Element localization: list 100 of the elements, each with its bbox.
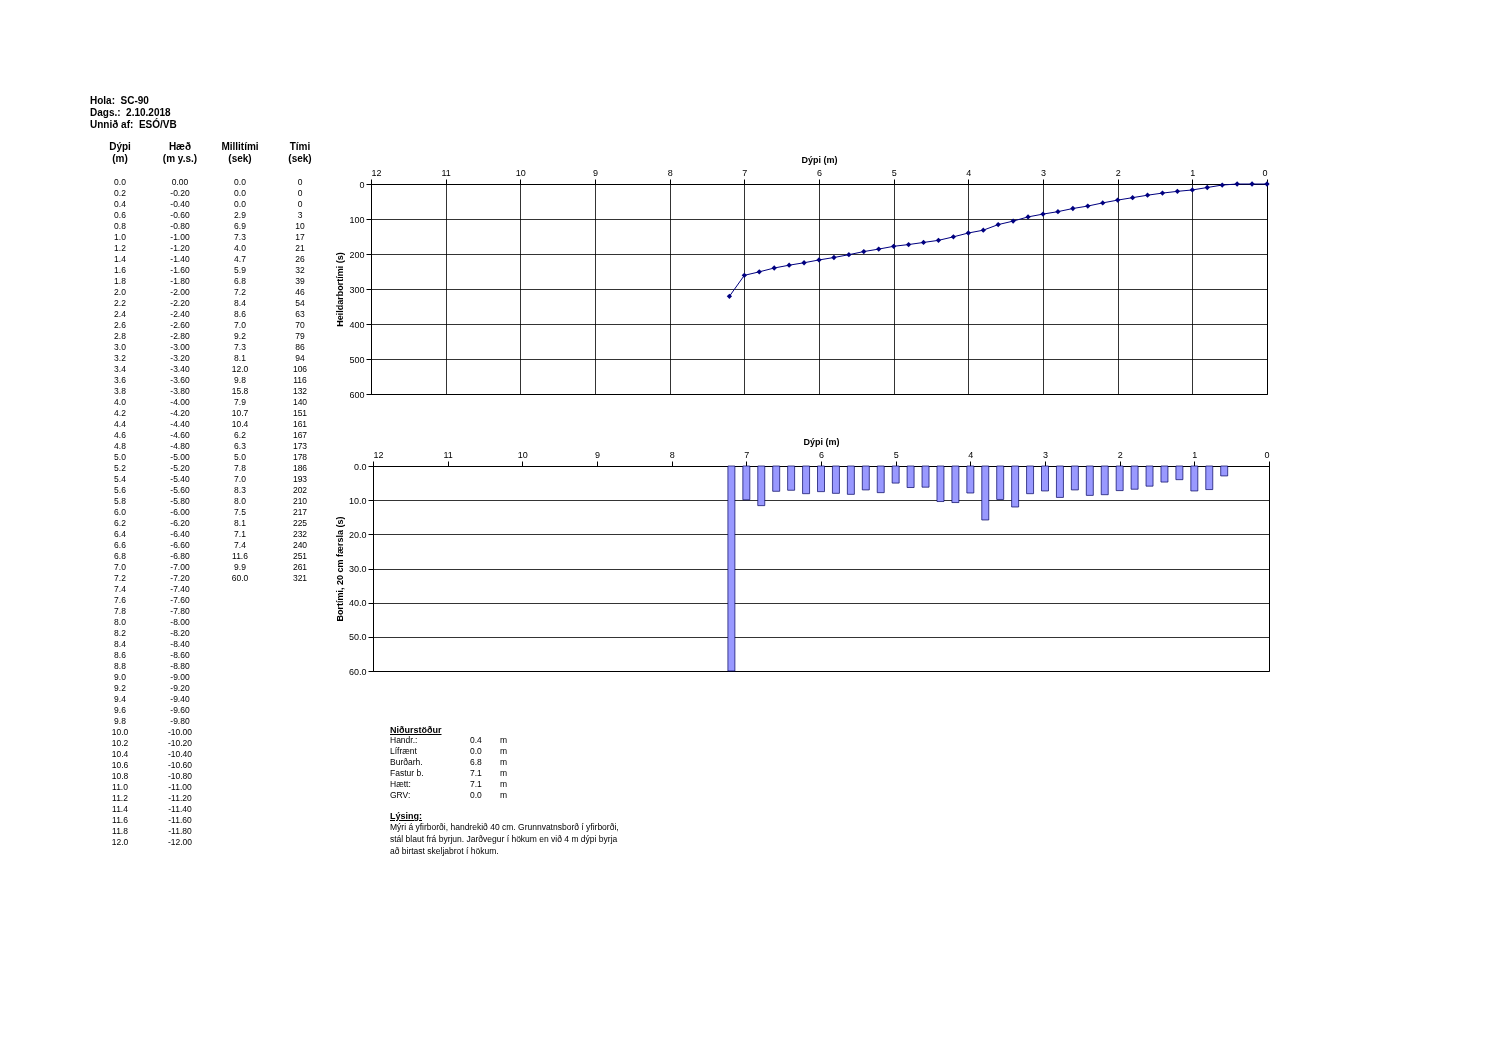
y-tick-label: 300 <box>349 284 365 295</box>
text: 7.4 <box>234 540 246 550</box>
text: 39 <box>295 276 305 286</box>
point <box>905 241 912 248</box>
text: 0.4 <box>114 199 126 209</box>
text: -7.60 <box>170 595 190 605</box>
point <box>980 227 986 233</box>
text: 2.4 <box>114 309 126 319</box>
text: -5.00 <box>170 452 190 462</box>
text: 21 <box>295 243 305 253</box>
text: 1.2 <box>114 243 126 253</box>
text: m <box>500 757 508 767</box>
text: 8.4 <box>114 639 126 649</box>
text: -6.00 <box>170 507 190 517</box>
x-tick-label: 4 <box>968 449 974 460</box>
x-tick-label: 8 <box>669 449 675 460</box>
text: 8.8 <box>114 661 126 671</box>
text: -10.40 <box>167 749 193 759</box>
bar <box>981 465 990 521</box>
text: -9.20 <box>170 683 190 693</box>
text: Handr.: <box>390 735 418 745</box>
text: 1.0 <box>114 232 126 242</box>
point <box>1144 192 1151 198</box>
text: 6.2 <box>234 430 246 440</box>
text: 12.0 <box>111 837 129 847</box>
y-tick-label: 0.0 <box>353 461 367 472</box>
text: 0.0 <box>234 177 246 187</box>
text: 6.8 <box>470 757 482 767</box>
bar <box>727 465 736 672</box>
text: -3.80 <box>170 386 190 396</box>
x-axis-title: Dýpi (m) <box>803 436 840 447</box>
text: 7.0 <box>234 320 246 330</box>
text: 6.6 <box>114 540 126 550</box>
x-tick-label: 10 <box>517 449 528 460</box>
text: -8.80 <box>170 661 190 671</box>
text: 7.9 <box>234 397 246 407</box>
text: 6.4 <box>114 529 126 539</box>
bar <box>772 465 781 492</box>
text: 15.8 <box>231 386 249 396</box>
text: -5.20 <box>170 463 190 473</box>
text: 1.4 <box>114 254 126 264</box>
text: 6.3 <box>234 441 246 451</box>
point <box>935 237 942 243</box>
text: 6.9 <box>234 221 246 231</box>
text: -3.40 <box>170 364 190 374</box>
x-tick-label: 10 <box>515 167 526 178</box>
y-axis-title: Heildarbortími (s) <box>335 252 346 327</box>
text: 0.6 <box>114 210 126 220</box>
text: 7.3 <box>234 342 246 352</box>
text: Burðarh. <box>390 757 423 767</box>
y-tick-label: 400 <box>349 319 365 330</box>
text: 0.0 <box>470 790 482 800</box>
text: 8.0 <box>234 496 246 506</box>
bar <box>1205 465 1214 490</box>
text: 0.2 <box>114 188 126 198</box>
text: -11.20 <box>168 793 192 803</box>
text: 0.8 <box>114 221 126 231</box>
text: 140 <box>292 397 308 407</box>
text: -4.40 <box>170 419 190 429</box>
text: 2.8 <box>114 331 126 341</box>
x-tick-label: 12 <box>373 449 384 460</box>
text: -7.40 <box>170 584 190 594</box>
text: -3.20 <box>170 353 190 363</box>
text: -11.40 <box>168 804 192 814</box>
point <box>726 293 733 299</box>
x-tick-label: 3 <box>1040 167 1047 178</box>
text: Hætt: <box>390 779 411 789</box>
text: -1.20 <box>170 243 190 253</box>
text: -9.80 <box>170 716 190 726</box>
bar <box>1115 465 1124 491</box>
x-tick-label: 11 <box>441 167 451 178</box>
text: 240 <box>292 540 308 550</box>
bar <box>906 465 915 488</box>
point <box>1189 187 1195 193</box>
text: 7.1 <box>470 768 482 778</box>
text: 3.8 <box>114 386 126 396</box>
text: 321 <box>292 573 308 583</box>
text: -7.20 <box>170 573 190 583</box>
bar <box>1056 465 1064 498</box>
bar <box>1160 465 1169 483</box>
x-tick-label: 5 <box>893 449 899 460</box>
text: 2.6 <box>114 320 126 330</box>
bar <box>936 465 945 502</box>
text: 232 <box>292 529 308 539</box>
text: Dags.: 2.10.2018 <box>90 107 172 118</box>
text: 2.2 <box>114 298 126 308</box>
point <box>741 272 747 278</box>
text: 0 <box>297 188 303 198</box>
text: 0.0 <box>470 746 482 756</box>
text: Lýsing: <box>390 811 423 821</box>
y-tick-label: 40.0 <box>348 598 367 609</box>
bar <box>817 465 825 492</box>
x-tick-label: 2 <box>1117 449 1123 460</box>
text: Hola: SC-90 <box>90 95 150 107</box>
text: Lífrænt <box>390 746 417 756</box>
text: 7.0 <box>234 474 246 484</box>
point <box>1174 188 1181 194</box>
text: -11.00 <box>168 782 192 792</box>
text: 3 <box>297 210 303 220</box>
text: -9.00 <box>170 672 190 682</box>
